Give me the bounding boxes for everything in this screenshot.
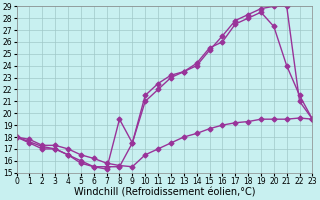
X-axis label: Windchill (Refroidissement éolien,°C): Windchill (Refroidissement éolien,°C) (74, 187, 255, 197)
